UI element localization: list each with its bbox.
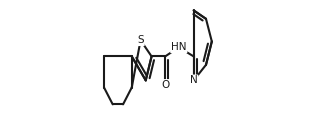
- Text: O: O: [161, 80, 169, 90]
- Text: S: S: [137, 35, 144, 45]
- Text: HN: HN: [171, 42, 187, 52]
- Text: N: N: [190, 75, 197, 85]
